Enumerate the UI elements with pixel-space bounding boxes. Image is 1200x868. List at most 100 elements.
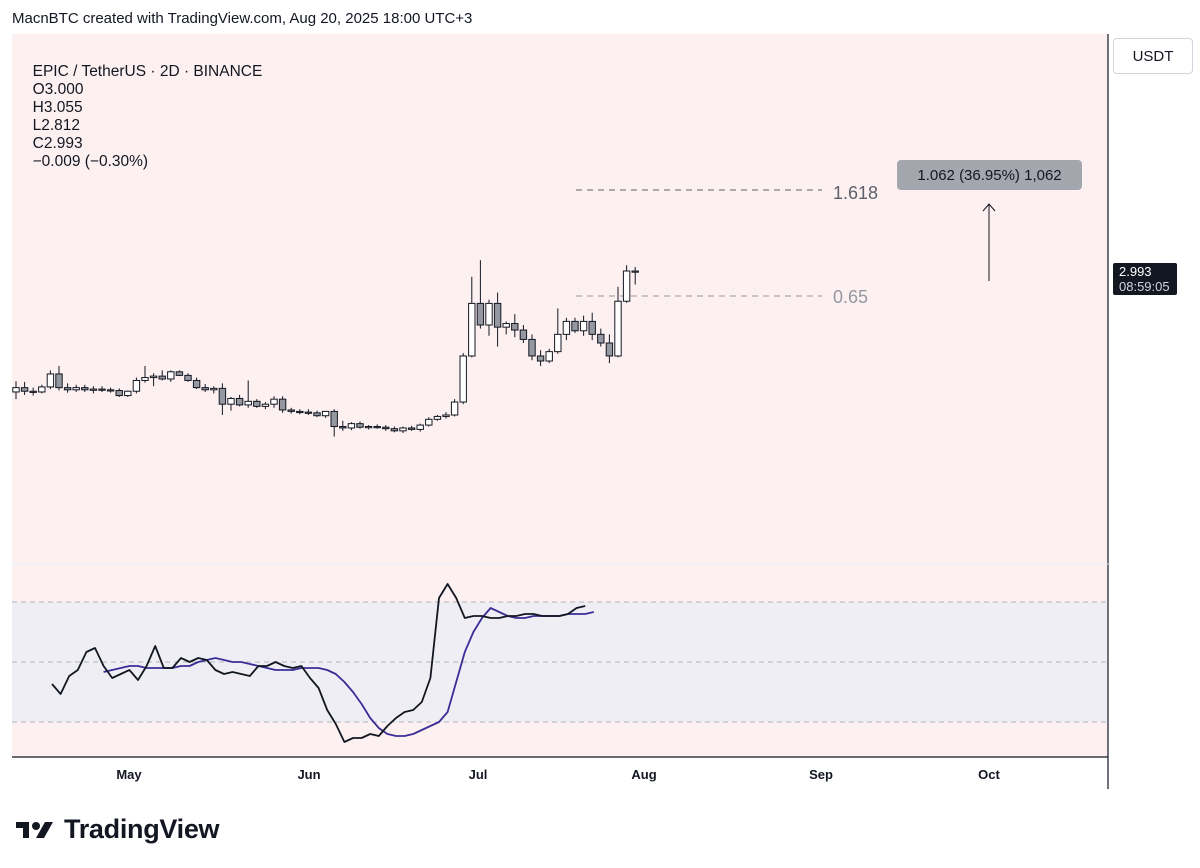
candle-body [149, 375, 158, 379]
candle-body [55, 373, 63, 389]
candle-body [459, 355, 467, 403]
time-axis-label: Aug [631, 767, 656, 782]
candle-body [167, 371, 175, 380]
ohlc-high: H3.055 [32, 99, 83, 116]
time-axis-background [12, 757, 1108, 789]
candle-body [382, 426, 390, 430]
tradingview-logo-icon [16, 821, 53, 838]
candle-body [476, 302, 485, 326]
candle-body [364, 426, 373, 429]
candle-body [313, 412, 321, 417]
time-axis-label: Oct [978, 767, 1000, 782]
candle-body [20, 387, 29, 392]
time-axis-label: May [116, 767, 142, 782]
candle-body [493, 302, 502, 328]
fib-level-label: 1.618 [833, 183, 879, 203]
candle-body [46, 373, 55, 388]
candle-body [597, 333, 605, 344]
last-price-tag: 2.993 08:59:05 [1113, 263, 1177, 295]
chart-canvas[interactable]: 5.5005.0004.5004.0003.5003.0002.5002.000… [12, 34, 1110, 789]
candle-body [63, 387, 72, 391]
tradingview-logo-text: TradingView [64, 814, 220, 844]
candle-body [184, 374, 192, 381]
candle-body [89, 388, 98, 391]
candle-body [614, 300, 622, 357]
fib-level-label: 0.65 [833, 287, 869, 307]
candle-body [98, 388, 106, 391]
candle-body [270, 398, 278, 405]
tradingview-logo[interactable]: TradingView [14, 814, 220, 845]
candle-body [141, 377, 149, 381]
candle-body [12, 387, 20, 393]
candle-body [485, 302, 493, 326]
currency-selector[interactable]: USDT [1113, 38, 1193, 74]
time-axis-label: Jul [469, 767, 488, 782]
time-axis-label: Jun [297, 767, 320, 782]
measure-tool-label[interactable]: 1.062 (36.95%) 1,062 [897, 160, 1082, 190]
candle-body [536, 355, 545, 362]
candle-body [528, 338, 536, 357]
candle-body [433, 415, 442, 420]
candle-body [244, 400, 252, 406]
candle-body [605, 342, 614, 357]
candle-body [158, 375, 166, 380]
symbol-legend[interactable]: EPIC / TetherUS · 2D · BINANCE O3.000 H3… [24, 45, 266, 171]
candle-body [235, 397, 244, 406]
candle-body [304, 411, 313, 414]
bar-countdown: 08:59:05 [1119, 279, 1170, 294]
candle-body [554, 333, 562, 353]
time-axis-label: Sep [809, 767, 833, 782]
candle-body [631, 270, 639, 273]
candle-body [347, 423, 356, 429]
ohlc-close: C2.993 [32, 135, 83, 152]
candle-body [72, 387, 80, 391]
chart-attribution: MacnBTC created with TradingView.com, Au… [12, 10, 473, 27]
candle-body [321, 410, 330, 417]
candle-body [450, 401, 459, 416]
candle-body [468, 302, 476, 357]
measure-arrow-head [982, 203, 996, 212]
last-price-value: 2.993 [1119, 264, 1152, 279]
candle-body [407, 427, 416, 430]
candle-body [278, 398, 287, 411]
candle-body [330, 410, 338, 428]
candle-body [373, 426, 381, 429]
candle-body [227, 397, 235, 405]
ohlc-open: O3.000 [32, 81, 84, 98]
candle-body [175, 371, 184, 376]
price-pane-background [12, 34, 1108, 563]
candle-body [115, 390, 123, 397]
candle-body [588, 320, 596, 335]
price-change: −0.009 (−0.30%) [32, 153, 149, 170]
candle-body [210, 387, 218, 391]
candle-body [390, 428, 399, 432]
candle-body [579, 320, 588, 332]
candle-body [622, 270, 631, 302]
candle-body [106, 389, 115, 392]
candle-body [81, 387, 89, 391]
candle-body [502, 323, 510, 328]
candle-body [399, 427, 407, 432]
candle-body [442, 414, 450, 417]
candle-body [416, 424, 424, 430]
candle-body [261, 403, 270, 407]
chart-frame[interactable]: 5.5005.0004.5004.0003.5003.0002.5002.000… [12, 34, 1110, 789]
candle-body [287, 409, 295, 412]
candle-body [29, 390, 37, 393]
candle-body [571, 320, 579, 332]
candle-body [218, 387, 227, 405]
candle-body [201, 387, 209, 391]
candle-body [356, 423, 364, 428]
indicator-signal-line [103, 607, 595, 737]
indicator-main-line [51, 583, 586, 743]
candle-body [545, 351, 553, 362]
candle-body [425, 418, 433, 426]
candle-body [192, 379, 201, 389]
candle-body [132, 379, 141, 392]
candle-body [339, 426, 347, 429]
symbol-name[interactable]: EPIC / TetherUS · 2D · BINANCE [32, 63, 263, 80]
candle-body [124, 390, 132, 397]
candle-body [511, 323, 519, 331]
candle-body [296, 410, 304, 414]
candle-body [253, 400, 261, 407]
